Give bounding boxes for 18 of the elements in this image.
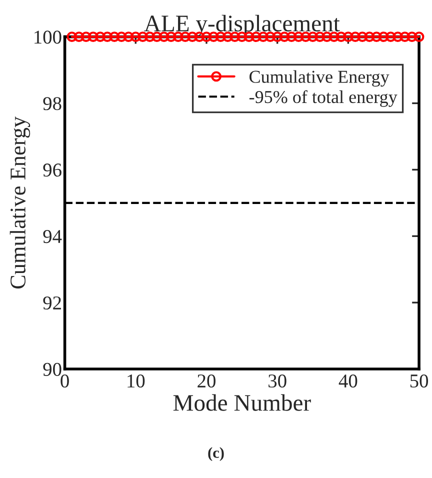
legend-label: -95% of total energy: [249, 90, 398, 107]
x-tick-label: 30: [268, 374, 286, 388]
x-tick-label: 20: [198, 374, 216, 388]
x-axis-title: Mode Number: [173, 394, 311, 411]
y-tick-label: 94: [43, 230, 62, 244]
y-tick-label: 92: [43, 296, 61, 310]
x-tick-label: 0: [60, 374, 69, 388]
y-tick-label: 100: [34, 30, 62, 44]
x-tick-label: 40: [338, 374, 358, 388]
y-tick-label: 96: [43, 164, 62, 177]
x-tick-label: 50: [410, 374, 428, 388]
chart-title: ALE y-displacement: [144, 14, 340, 36]
y-tick-label: 90: [43, 362, 62, 376]
y-tick-label: 98: [43, 97, 62, 110]
y-axis-title: Cumulative Energy: [10, 116, 30, 289]
x-tick-label: 10: [128, 374, 145, 388]
legend-label: Cumulative Energy: [250, 70, 390, 87]
text: (c): [208, 447, 224, 462]
